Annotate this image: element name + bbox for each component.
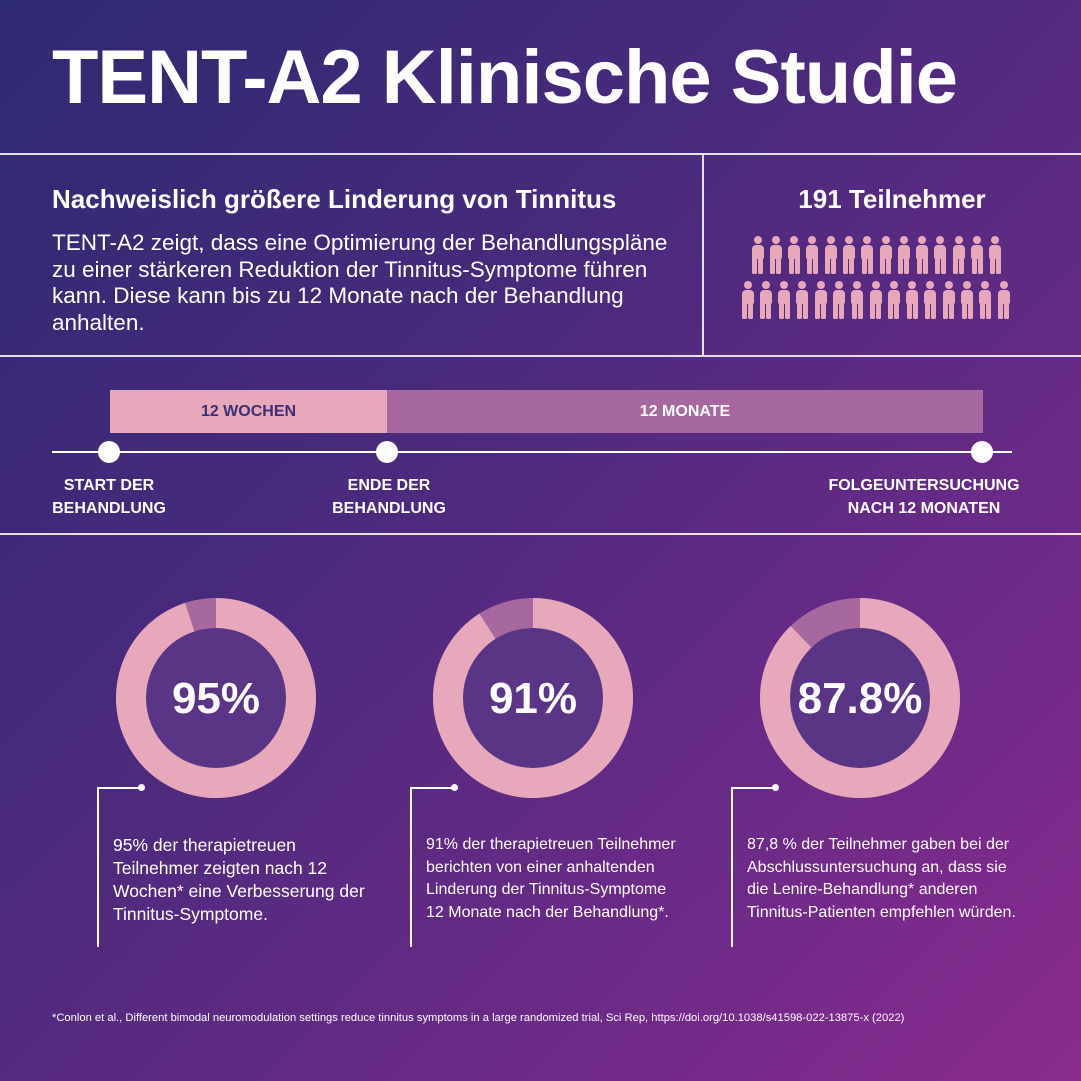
person-icon xyxy=(905,281,920,319)
stat-1-description: 95% der therapietreuen Teilnehmer zeigte… xyxy=(113,835,365,924)
bracket-3-tick xyxy=(731,787,774,789)
person-icon xyxy=(923,281,938,319)
phase-months-label: 12 MONATE xyxy=(639,402,731,420)
timeline-label-followup-line2: NACH 12 MONATEN xyxy=(847,500,1001,517)
person-icon xyxy=(978,281,993,319)
person-icon xyxy=(823,236,838,274)
page-title: TENT-A2 Klinische Studie xyxy=(52,35,958,120)
person-icon xyxy=(740,281,755,319)
timeline-label-followup: FOLGEUNTERSUCHUNG NACH 12 MONATEN xyxy=(813,474,1035,520)
bracket-2-dot xyxy=(451,784,458,791)
timeline-label-start-line1: START DER xyxy=(63,477,155,494)
person-icon xyxy=(831,281,846,319)
bracket-2-line xyxy=(410,787,412,947)
person-icon xyxy=(988,236,1003,274)
donut-2-value: 91% xyxy=(489,674,577,723)
person-icon xyxy=(878,236,893,274)
person-icon xyxy=(813,281,828,319)
donut-1-value: 95% xyxy=(172,674,260,723)
person-icon xyxy=(758,281,773,319)
person-icon xyxy=(951,236,966,274)
donut-chart-3: 87.8% xyxy=(759,598,960,798)
footnote: *Conlon et al., Different bimodal neurom… xyxy=(52,1012,905,1024)
bracket-1-line xyxy=(97,787,99,947)
timeline-dot-end xyxy=(376,441,398,463)
bracket-1-tick xyxy=(97,787,140,789)
donut-1-center xyxy=(146,628,286,768)
person-icon xyxy=(915,236,930,274)
timeline-label-end-line2: BEHANDLUNG xyxy=(332,500,446,517)
phase-weeks-label: 12 WOCHEN xyxy=(200,402,297,420)
person-icon xyxy=(868,281,883,319)
person-icon xyxy=(933,236,948,274)
stat-2-description: 91% der therapietreuen Teilnehmer berich… xyxy=(426,836,676,921)
divider-top xyxy=(0,153,1081,155)
bracket-1-dot xyxy=(138,784,145,791)
donut-3-value: 87.8% xyxy=(798,674,923,723)
person-icon xyxy=(941,281,956,319)
person-icon xyxy=(768,236,783,274)
timeline-label-followup-line1: FOLGEUNTERSUCHUNG xyxy=(828,477,1020,494)
donut-2-center xyxy=(463,628,603,768)
participants-icon-grid xyxy=(740,236,1060,326)
donut-chart-1: 95% xyxy=(115,598,316,798)
timeline-label-end-line1: ENDE DER xyxy=(347,477,431,494)
person-icon xyxy=(787,236,802,274)
timeline-dot-start xyxy=(98,441,120,463)
phase-bar-weeks: 12 WOCHEN xyxy=(110,390,387,433)
timeline-label-start-line2: BEHANDLUNG xyxy=(52,500,166,517)
participants-row xyxy=(740,236,1060,274)
timeline-line xyxy=(52,451,1012,453)
person-icon xyxy=(795,281,810,319)
person-icon xyxy=(805,236,820,274)
participants-row xyxy=(740,281,1060,319)
person-icon xyxy=(777,281,792,319)
divider-middle xyxy=(0,355,1081,357)
intro-text: TENT-A2 zeigt, dass eine Optimierung der… xyxy=(52,230,668,335)
timeline-dot-followup xyxy=(971,441,993,463)
bracket-3-line xyxy=(731,787,733,947)
participants-heading: 191 Teilnehmer xyxy=(798,184,986,214)
donut-3-center xyxy=(790,628,930,768)
person-icon xyxy=(841,236,856,274)
stat-3-description: 87,8 % der Teilnehmer gaben bei der Absc… xyxy=(747,836,1016,921)
person-icon xyxy=(960,281,975,319)
bracket-2-tick xyxy=(410,787,453,789)
intro-heading: Nachweislich größere Linderung von Tinni… xyxy=(52,184,617,214)
person-icon xyxy=(896,236,911,274)
person-icon xyxy=(750,236,765,274)
person-icon xyxy=(860,236,875,274)
timeline-label-start: START DER BEHANDLUNG xyxy=(30,474,188,520)
person-icon xyxy=(886,281,901,319)
donut-chart-2: 91% xyxy=(433,598,634,798)
person-icon xyxy=(970,236,985,274)
phase-bar-months: 12 MONATE xyxy=(387,390,983,433)
person-icon xyxy=(996,281,1011,319)
timeline-label-end: ENDE DER BEHANDLUNG xyxy=(310,474,468,520)
divider-vertical xyxy=(702,153,704,356)
divider-bottom xyxy=(0,533,1081,535)
bracket-3-dot xyxy=(772,784,779,791)
person-icon xyxy=(850,281,865,319)
